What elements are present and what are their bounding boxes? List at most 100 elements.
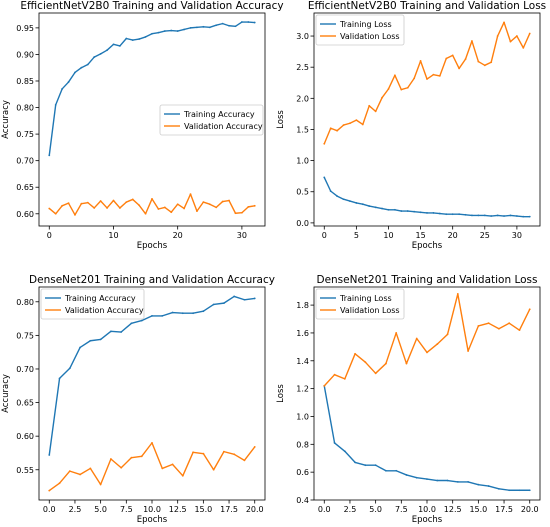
- data-point: [144, 212, 147, 215]
- x-axis-label: Epochs: [137, 241, 168, 251]
- data-point: [243, 298, 246, 301]
- data-point: [151, 441, 153, 444]
- data-point: [202, 201, 205, 203]
- data-point: [58, 377, 61, 380]
- data-point: [212, 303, 215, 306]
- data-point: [361, 123, 364, 126]
- y-axis-label: Loss: [276, 384, 286, 403]
- data-point: [202, 310, 205, 313]
- data-point: [415, 476, 418, 479]
- legend: Training Loss Validation Loss: [315, 288, 405, 320]
- x-tick-label: 2.5: [344, 505, 357, 514]
- y-tick-label: 0.5: [296, 188, 309, 197]
- data-point: [223, 450, 225, 453]
- data-point: [445, 213, 448, 216]
- data-point: [496, 35, 499, 37]
- data-point: [426, 478, 428, 481]
- y-tick-label: 1.8: [296, 301, 309, 310]
- data-point: [247, 21, 250, 23]
- data-point: [202, 25, 205, 28]
- x-tick-label: 15.0: [194, 505, 212, 514]
- chart-title: EfficientNetV2B0 Training and Validation…: [20, 0, 283, 12]
- x-tick-label: 10.0: [143, 505, 161, 514]
- data-point: [138, 38, 141, 40]
- y-tick-label: 0.60: [16, 432, 34, 441]
- data-point: [498, 327, 500, 330]
- legend-label: Training Accuracy: [64, 294, 136, 303]
- data-point: [368, 205, 371, 207]
- data-point: [451, 213, 454, 216]
- data-point: [80, 66, 83, 69]
- x-tick-label: 10.0: [418, 505, 436, 514]
- data-point: [131, 39, 134, 41]
- x-tick-label: 15.0: [469, 505, 487, 514]
- chart-4: DenseNet201 Training and Validation Loss…: [276, 274, 541, 525]
- data-point: [342, 198, 345, 201]
- data-point: [354, 461, 356, 464]
- data-point: [99, 200, 102, 202]
- data-point: [471, 214, 473, 217]
- data-point: [438, 212, 441, 215]
- y-tick-label: 0.0: [296, 219, 309, 228]
- data-point: [426, 212, 428, 214]
- data-point: [477, 60, 480, 63]
- data-point: [223, 302, 225, 305]
- data-point: [118, 45, 121, 47]
- data-point: [515, 215, 518, 217]
- data-point: [477, 483, 480, 486]
- data-point: [426, 351, 428, 354]
- x-tick-label: 30: [237, 231, 247, 240]
- x-tick-label: 5.0: [369, 505, 382, 514]
- y-tick-label: 0.95: [16, 24, 34, 33]
- plot-frame: [313, 12, 541, 227]
- data-point: [385, 469, 387, 472]
- x-tick-label: 20: [448, 231, 458, 240]
- data-point: [342, 124, 345, 127]
- x-tick-label: 20.0: [246, 505, 264, 514]
- data-point: [176, 30, 179, 32]
- data-point: [436, 479, 439, 482]
- data-point: [86, 201, 89, 204]
- data-point: [89, 467, 92, 470]
- data-point: [515, 35, 518, 37]
- data-point: [432, 73, 435, 76]
- data-point: [355, 202, 358, 204]
- x-axis-label: Epochs: [412, 515, 443, 525]
- x-tick-label: 17.5: [220, 505, 238, 514]
- y-tick-label: 2.5: [296, 63, 309, 72]
- data-point: [125, 37, 128, 40]
- chart-1: EfficientNetV2B0 Training and Validation…: [1, 0, 284, 251]
- data-point: [61, 204, 64, 207]
- data-point: [99, 483, 102, 486]
- data-point: [171, 311, 174, 314]
- data-point: [161, 314, 164, 317]
- data-point: [48, 154, 51, 157]
- data-point: [233, 453, 236, 456]
- data-point: [343, 450, 346, 453]
- x-tick-label: 10: [383, 231, 393, 240]
- y-tick-label: 0.8: [296, 440, 309, 449]
- data-point: [364, 361, 367, 364]
- data-point: [157, 208, 160, 210]
- legend-label: Training Loss: [339, 294, 392, 303]
- x-tick-label: 7.5: [395, 505, 408, 514]
- data-point: [374, 110, 377, 113]
- data-point: [67, 202, 70, 205]
- data-point: [79, 473, 81, 476]
- data-point: [228, 199, 230, 202]
- data-point: [181, 474, 184, 477]
- data-point: [483, 214, 486, 217]
- data-point: [361, 203, 364, 206]
- legend: Training Accuracy Validation Accuracy: [159, 104, 264, 136]
- legend-label: Training Accuracy: [183, 110, 255, 119]
- data-point: [233, 295, 236, 298]
- x-tick-label: 20: [173, 231, 183, 240]
- data-point: [445, 57, 448, 60]
- data-point: [138, 204, 141, 207]
- legend: Training Loss Validation Loss: [315, 14, 405, 46]
- data-point: [490, 61, 493, 64]
- data-point: [467, 481, 469, 483]
- data-point: [110, 330, 112, 333]
- data-point: [528, 308, 531, 311]
- data-point: [518, 489, 521, 492]
